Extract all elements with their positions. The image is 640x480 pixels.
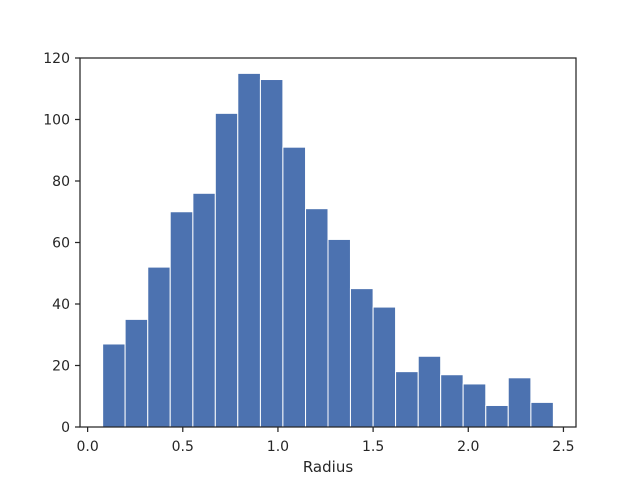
y-tick-label: 20: [52, 359, 70, 375]
y-axis-ticks: 0 20 40 60 80 100 120: [43, 51, 80, 436]
histogram-bar-4: [169, 211, 194, 428]
histogram-bar-16: [440, 374, 464, 428]
y-tick-label: 100: [43, 113, 70, 129]
x-tick-label: 0.5: [172, 439, 194, 455]
y-tick-label: 120: [43, 51, 70, 67]
histogram-bar-11: [327, 238, 351, 428]
histogram-bar-14: [395, 371, 419, 428]
histogram-bar-3: [147, 266, 171, 428]
x-tick-label: 2.5: [552, 439, 574, 455]
y-tick-label: 40: [52, 297, 70, 313]
histogram-bar-15: [417, 355, 442, 428]
x-tick-label: 0.0: [76, 439, 98, 455]
x-tick-label: 2.0: [457, 439, 479, 455]
x-axis-ticks: 0.0 0.5 1.0 1.5 2.0 2.5: [76, 427, 575, 455]
x-tick-label: 1.0: [267, 439, 289, 455]
histogram-bars: [102, 72, 554, 428]
y-tick-label: 0: [61, 420, 70, 436]
histogram-bar-5: [192, 192, 216, 428]
histogram-bar-8: [259, 79, 284, 428]
x-tick-label: 1.5: [362, 439, 384, 455]
histogram-bar-9: [282, 146, 307, 428]
y-tick-label: 80: [52, 174, 70, 190]
histogram-bar-13: [372, 306, 397, 428]
histogram-bar-18: [485, 404, 509, 428]
histogram-bar-12: [349, 288, 374, 428]
histogram-bar-20: [530, 401, 554, 428]
histogram-bar-19: [507, 377, 532, 428]
histogram-bar-17: [462, 383, 487, 428]
y-tick-label: 60: [52, 236, 70, 252]
histogram-bar-7: [237, 72, 261, 428]
x-axis-label: Radius: [303, 458, 353, 476]
histogram-bar-1: [102, 343, 126, 428]
histogram-bar-2: [124, 318, 149, 428]
histogram-bar-10: [305, 208, 329, 428]
histogram-bar-6: [214, 112, 239, 428]
